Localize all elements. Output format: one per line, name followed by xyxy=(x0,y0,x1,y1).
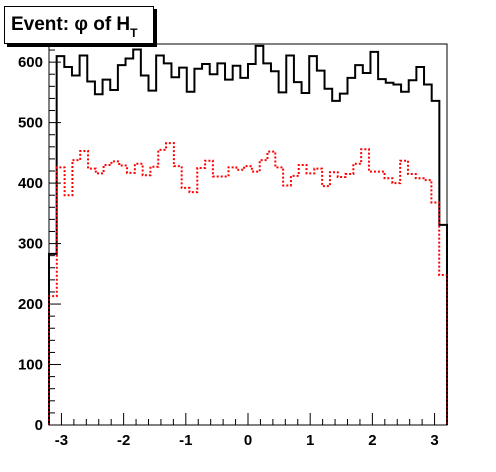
y-tick-label: 500 xyxy=(18,115,43,132)
plot-area xyxy=(48,44,448,425)
x-tick-label: 1 xyxy=(306,432,314,449)
x-tick-label: 0 xyxy=(244,432,252,449)
chart-title-box: Event: φ of H T xyxy=(4,6,154,44)
x-tick-label: -2 xyxy=(117,432,130,449)
x-tick-label: 3 xyxy=(430,432,438,449)
y-tick-label: 100 xyxy=(18,357,43,374)
histogram-series-1 xyxy=(48,44,448,425)
plot-frame xyxy=(48,43,448,426)
y-tick-label: 400 xyxy=(18,175,43,192)
y-tick-label: 600 xyxy=(18,54,43,71)
chart-title-subscript: T xyxy=(130,26,138,40)
y-tick-label: 0 xyxy=(35,417,43,434)
axes: 0 100 200 300 400 500 600 -3 -2 -1 0 1 2 3 xyxy=(18,43,448,449)
y-tick-label: 300 xyxy=(18,236,43,253)
x-tick-label: -3 xyxy=(55,432,68,449)
y-tick-label: 200 xyxy=(18,296,43,313)
x-tick-label: -1 xyxy=(179,432,192,449)
histogram-series-2 xyxy=(48,142,448,425)
chart-title: Event: φ of H xyxy=(11,14,131,35)
x-tick-label: 2 xyxy=(368,432,376,449)
